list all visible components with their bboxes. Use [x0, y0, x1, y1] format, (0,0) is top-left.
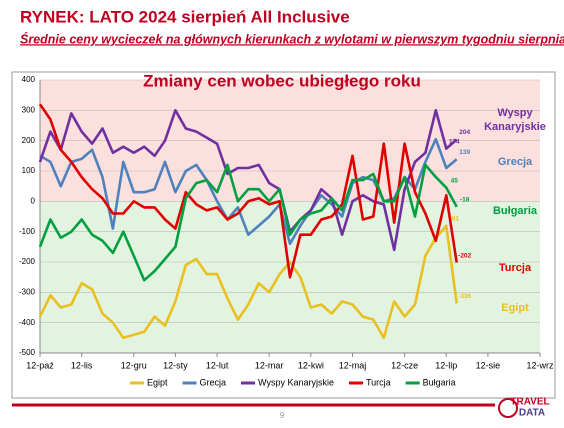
x-tick-label: 12-wrz	[526, 360, 554, 370]
series-line	[38, 224, 458, 340]
x-tick-label: 12-kwi	[298, 360, 324, 370]
x-tick-label: 12-maj	[339, 360, 367, 370]
y-tick-label: 300	[22, 105, 36, 114]
data-label: 204	[459, 129, 470, 136]
series-line	[38, 163, 458, 282]
y-tick-label: -400	[19, 318, 36, 327]
data-label: 139	[459, 149, 470, 156]
series-label: Turcja	[499, 262, 532, 274]
x-tick-label: 12-lis	[71, 360, 93, 370]
legend-label: Egipt	[147, 377, 168, 387]
logo-text: TRAVEL	[510, 397, 549, 408]
x-tick-label: 12-paź	[26, 360, 54, 370]
y-tick-label: -500	[19, 348, 36, 357]
legend-label: Grecja	[200, 377, 227, 387]
x-tick-label: 12-sty	[163, 360, 188, 370]
x-tick-label: 12-gru	[121, 360, 147, 370]
data-label: -336	[458, 293, 471, 300]
series-label: Wyspy Kanaryjskie	[484, 107, 546, 133]
x-tick-label: 12-cze	[391, 360, 418, 370]
series-line	[38, 109, 458, 252]
series-line	[38, 103, 458, 279]
x-tick-label: 12-sie	[476, 360, 501, 370]
series-label: Egipt	[501, 302, 529, 314]
y-tick-label: -100	[19, 227, 36, 236]
y-tick-label: 200	[22, 136, 36, 145]
page-number: 9	[280, 411, 285, 420]
series-label: Grecja	[498, 156, 533, 168]
logo-ring	[498, 398, 518, 418]
plot: -500 -400 -300 -200 -100 0 100 200 300 400 12-paź 1…	[19, 75, 554, 387]
data-label: 174	[449, 138, 460, 145]
legend-label: Wyspy Kanaryjskie	[258, 377, 334, 387]
y-tick-label: -300	[19, 287, 36, 296]
page-subtitle: Średnie ceny wycieczek na głównych kieru…	[20, 31, 564, 46]
logo-text: DATA	[519, 408, 545, 419]
x-tick-label: 12-lip	[435, 360, 457, 370]
y-tick-label: 400	[22, 75, 36, 84]
chart-title: Zmiany cen wobec ubiegłego roku	[143, 71, 421, 90]
x-tick-label: 12-mar	[255, 360, 284, 370]
y-tick-label: -200	[19, 257, 36, 266]
y-tick-label: 0	[31, 196, 36, 205]
page-title: RYNEK: LATO 2024 sierpień All Inclusive	[20, 7, 350, 26]
data-label: -202	[458, 252, 471, 259]
y-tick-label: 100	[22, 166, 36, 175]
data-label: 45	[451, 177, 459, 184]
data-label: -18	[460, 197, 470, 204]
x-tick-label: 12-lut	[206, 360, 229, 370]
series-label: Bułgaria	[493, 205, 538, 217]
legend-label: Bułgaria	[423, 377, 456, 387]
legend-label: Turcja	[366, 377, 391, 387]
data-label: -81	[450, 216, 460, 223]
